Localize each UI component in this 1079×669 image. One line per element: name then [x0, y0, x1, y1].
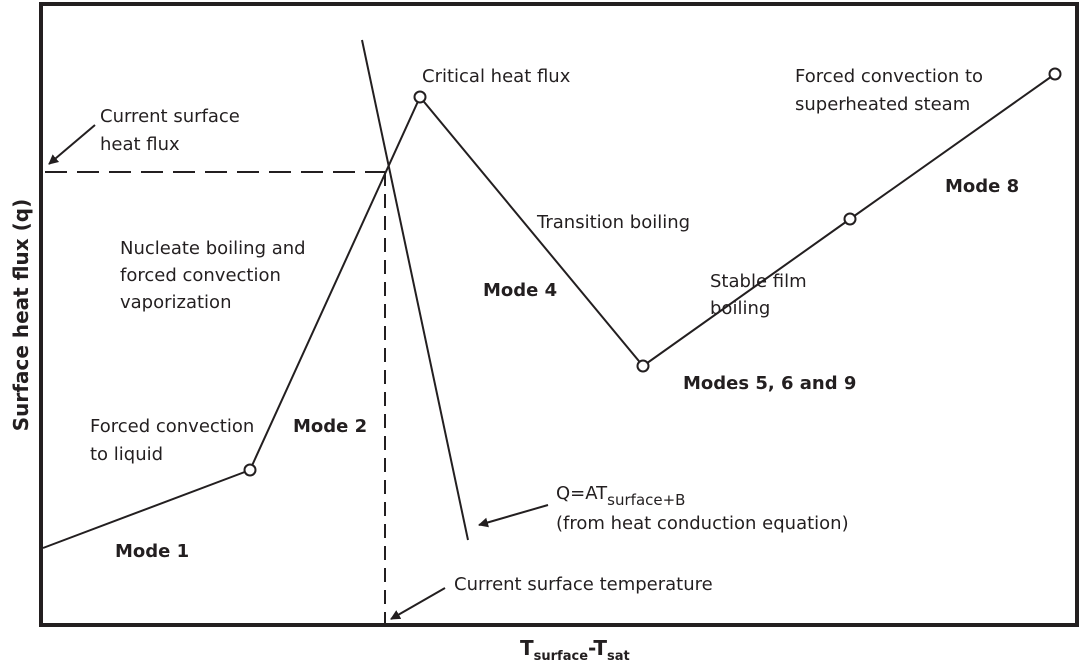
x-axis-label: Tsurface-Tsat	[520, 636, 630, 664]
label: Mode 8	[945, 176, 1019, 197]
y-axis-label: Surface heat flux (q)	[9, 199, 33, 431]
label: Nucleate boiling and forced convection vap…	[120, 238, 306, 313]
arrow	[478, 504, 549, 528]
label: Mode 1	[115, 541, 189, 562]
arrow	[48, 124, 96, 165]
label: Modes 5, 6 and 9	[683, 373, 856, 394]
label: Critical heat flux	[422, 66, 571, 87]
label: Current surface heat flux	[100, 106, 240, 155]
points	[243, 67, 1062, 477]
label: Mode 4	[483, 280, 557, 301]
arrow	[390, 587, 446, 620]
label: Mode 2	[293, 416, 367, 437]
boiling-curve	[42, 73, 1056, 549]
label: Q=ATsurface+B	[556, 483, 685, 509]
frame	[39, 2, 1079, 627]
label: Forced convection to superheated steam	[795, 66, 983, 115]
label: Stable film boiling	[710, 271, 807, 319]
conduction-line	[361, 39, 469, 541]
label: Forced convection to liquid	[90, 416, 254, 465]
label: Transition boiling	[536, 212, 690, 233]
label: (from heat conduction equation)	[556, 513, 849, 534]
label: Current surface temperature	[454, 574, 713, 595]
